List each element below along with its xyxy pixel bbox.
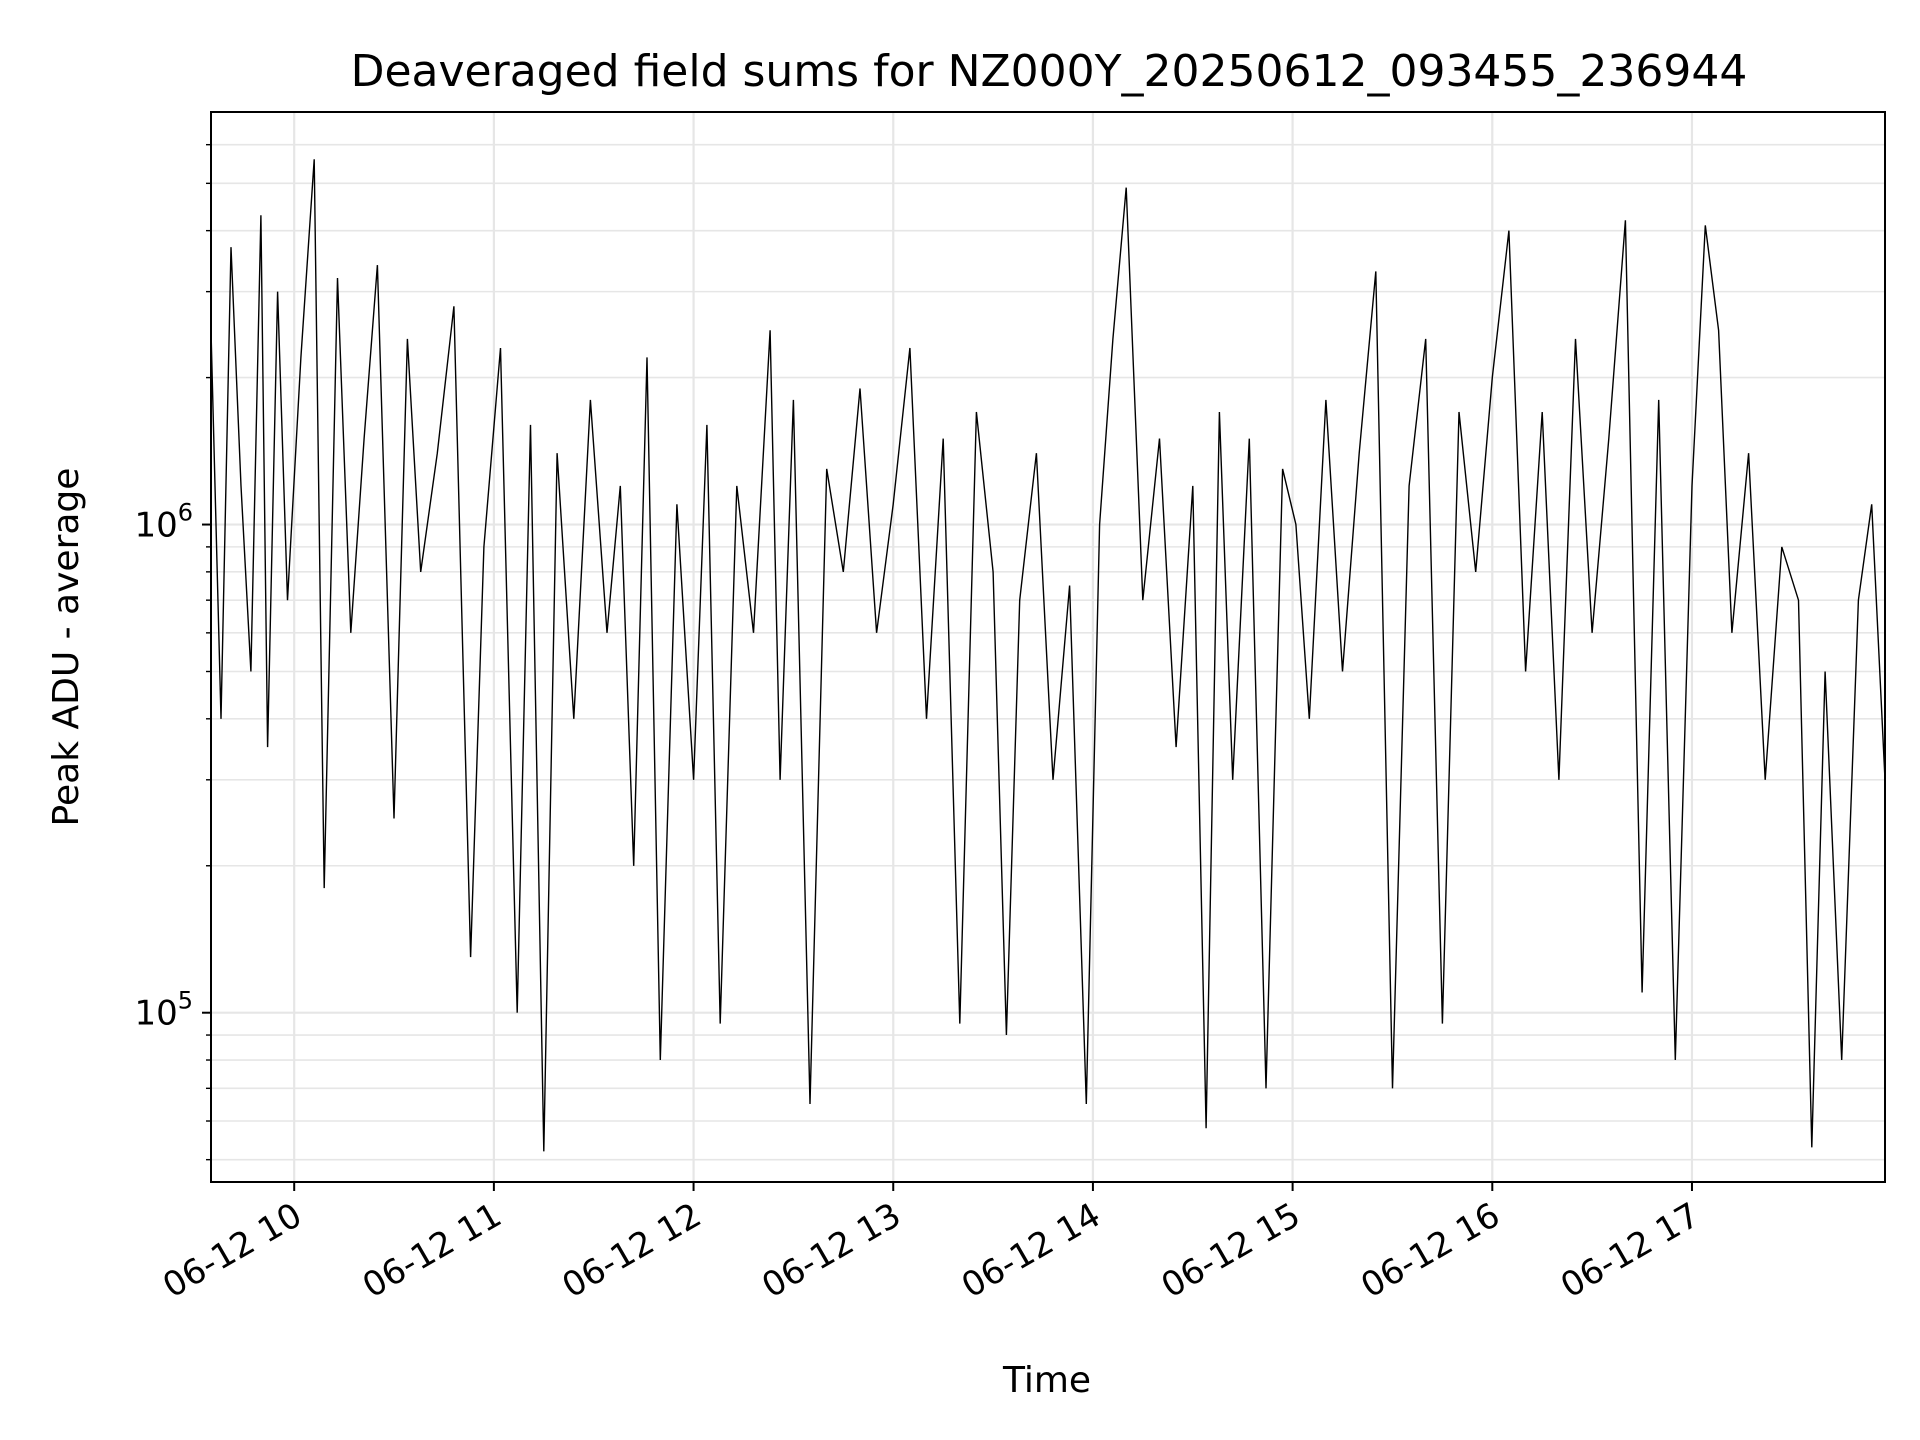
minor-gridlines xyxy=(211,143,1885,1161)
series-layer xyxy=(210,159,1886,1152)
major-gridlines xyxy=(211,112,1885,1182)
y-axis-label: Peak ADU - average xyxy=(46,468,87,827)
y-tick-label: 105 xyxy=(134,987,193,1034)
series-line xyxy=(210,159,1886,1152)
y-tick-label: 106 xyxy=(134,499,193,546)
plot-frame xyxy=(210,111,1886,1183)
x-axis-label: Time xyxy=(1002,1360,1091,1401)
chart-title: Deaveraged field sums for NZ000Y_2025061… xyxy=(351,46,1748,97)
y-axis-ticks: 105 106 xyxy=(134,143,211,1161)
